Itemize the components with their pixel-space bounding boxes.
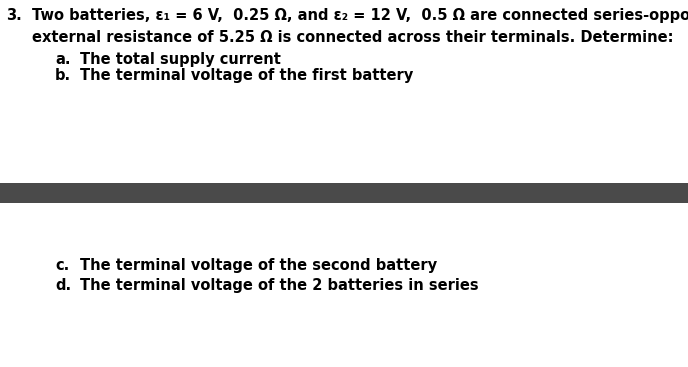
- Text: The terminal voltage of the 2 batteries in series: The terminal voltage of the 2 batteries …: [80, 278, 479, 293]
- Text: The total supply current: The total supply current: [80, 52, 281, 67]
- Text: external resistance of 5.25 Ω is connected across their terminals. Determine:: external resistance of 5.25 Ω is connect…: [32, 30, 674, 45]
- Bar: [0, 183, 688, 203]
- Text: The terminal voltage of the first battery: The terminal voltage of the first batter…: [80, 68, 413, 83]
- Text: 3.: 3.: [6, 8, 22, 23]
- Text: a.: a.: [55, 52, 70, 67]
- Text: Two batteries, ε₁ = 6 V,  0.25 Ω, and ε₂ = 12 V,  0.5 Ω are connected series-opp: Two batteries, ε₁ = 6 V, 0.25 Ω, and ε₂ …: [32, 8, 688, 23]
- Text: The terminal voltage of the second battery: The terminal voltage of the second batte…: [80, 258, 437, 273]
- Text: d.: d.: [55, 278, 71, 293]
- Text: b.: b.: [55, 68, 71, 83]
- Text: c.: c.: [55, 258, 69, 273]
